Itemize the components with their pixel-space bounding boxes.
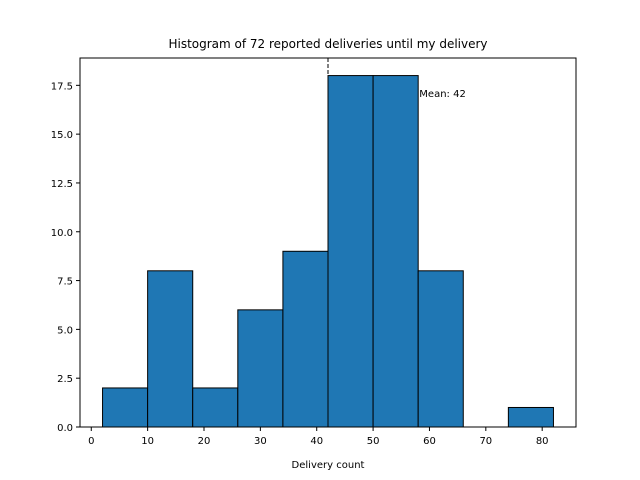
mean-label: Mean: 42 bbox=[419, 89, 466, 100]
axes-frame bbox=[79, 57, 577, 428]
y-tick-label: 2.5 bbox=[57, 374, 73, 385]
histogram-bar-7 bbox=[417, 270, 464, 428]
mean-group: Mean: 42 bbox=[327, 58, 466, 427]
x-tick-label: 80 bbox=[536, 436, 549, 447]
x-axis-ticks: 0 10 20 30 40 50 60 70 80 bbox=[88, 427, 549, 447]
x-tick-label: 50 bbox=[367, 436, 380, 447]
y-tick-label: 0.0 bbox=[57, 423, 73, 434]
y-tick-label: 12.5 bbox=[51, 179, 73, 190]
x-tick-label: 60 bbox=[423, 436, 436, 447]
y-tick-label: 7.5 bbox=[57, 277, 73, 288]
y-tick-label: 5.0 bbox=[57, 325, 73, 336]
bars-group bbox=[102, 75, 554, 428]
histogram-bar-1 bbox=[147, 270, 194, 428]
histogram-bar-5 bbox=[327, 75, 374, 428]
x-tick-label: 40 bbox=[310, 436, 323, 447]
x-tick-label: 0 bbox=[88, 436, 94, 447]
histogram-bar-3 bbox=[237, 309, 284, 428]
x-tick-label: 70 bbox=[479, 436, 492, 447]
x-tick-label: 20 bbox=[198, 436, 211, 447]
y-tick-label: 10.0 bbox=[51, 228, 73, 239]
chart-title: Histogram of 72 reported deliveries unti… bbox=[168, 37, 487, 51]
x-tick-label: 30 bbox=[254, 436, 267, 447]
y-tick-label: 15.0 bbox=[51, 130, 73, 141]
y-axis-ticks: 0.0 2.5 5.0 7.5 10.0 12.5 15.0 17.5 bbox=[51, 81, 80, 434]
histogram-bar-4 bbox=[282, 250, 329, 428]
x-axis-label: Delivery count bbox=[292, 460, 365, 471]
y-tick-label: 17.5 bbox=[51, 81, 73, 92]
x-tick-label: 10 bbox=[141, 436, 154, 447]
histogram-bar-9 bbox=[507, 406, 554, 428]
histogram-bar-6 bbox=[372, 75, 419, 428]
histogram-bar-2 bbox=[192, 387, 239, 428]
histogram-bar-0 bbox=[102, 387, 149, 428]
